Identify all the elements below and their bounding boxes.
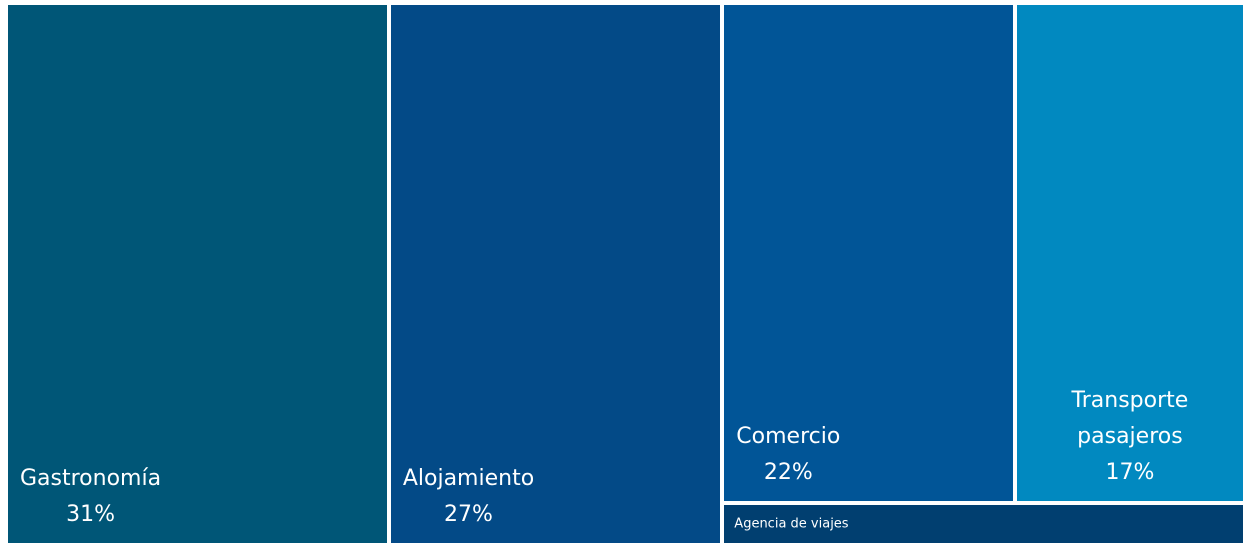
treemap-cell: Comercio 22% bbox=[724, 5, 1013, 501]
cell-label-group: Gastronomía 31% bbox=[20, 461, 161, 533]
cell-value: 27% bbox=[444, 502, 493, 527]
cell-label-group: Transporte pasajeros 17% bbox=[1029, 383, 1231, 491]
cell-value: 22% bbox=[763, 459, 813, 485]
cell-label-group: Comercio 22% bbox=[736, 419, 840, 491]
cell-label: Alojamiento bbox=[402, 466, 535, 491]
cell-label-group: Alojamiento 27% bbox=[403, 461, 534, 533]
cell-value: 17% bbox=[1105, 459, 1155, 485]
cell-label: Comercio bbox=[736, 423, 841, 449]
cell-label: Transporte pasajeros bbox=[1071, 387, 1189, 449]
treemap-cell: Alojamiento 27% bbox=[390, 5, 721, 543]
cell-value: 31% bbox=[66, 502, 115, 527]
cell-label: Agencia de viajes bbox=[734, 516, 849, 532]
cell-label: Gastronomía bbox=[20, 466, 162, 491]
treemap-cell: Agencia de viajes bbox=[724, 504, 1243, 543]
treemap-cell: Gastronomía 31% bbox=[8, 5, 387, 543]
treemap-cell: Transporte pasajeros 17% bbox=[1016, 5, 1243, 501]
